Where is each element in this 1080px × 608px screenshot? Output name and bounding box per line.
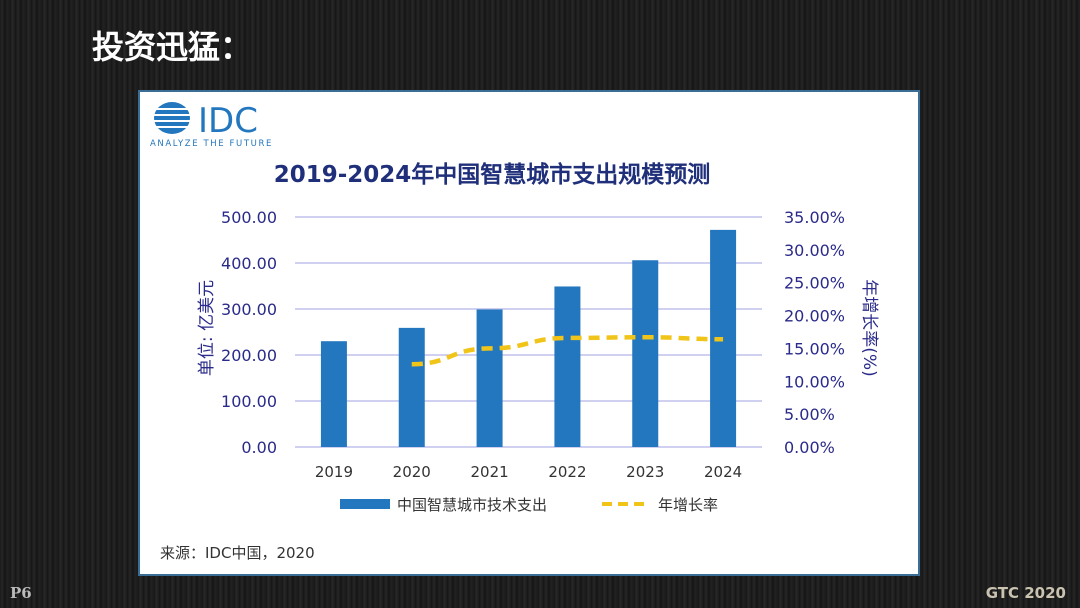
chart: 2019-2024年中国智慧城市支出规模预测 0.00 100.00 200.00 3… [160,161,879,562]
legend-bar-swatch [340,499,390,509]
y-axis-label: 单位: 亿美元 [197,280,217,376]
chart-title: 2019-2024年中国智慧城市支出规模预测 [274,161,711,188]
bar-2021 [476,309,503,447]
brand-logo: GTC 2020 [985,584,1066,602]
y2-axis-label: 年增长率(%) [859,279,879,376]
y-tick-label: 100.00 [221,392,277,411]
legend-line-label: 年增长率 [658,496,718,514]
x-tick-label: 2019 [315,463,353,481]
bar-2022 [554,286,581,447]
x-tick-label: 2021 [470,463,508,481]
y2-tick-label: 5.00% [784,405,835,424]
idc-logo: IDC ANALYZE THE FUTURE [150,101,273,148]
y2-tick-label: 30.00% [784,241,845,260]
y2-tick-label: 20.00% [784,307,845,326]
svg-text:ANALYZE THE FUTURE: ANALYZE THE FUTURE [150,139,273,148]
y-tick-label: 0.00 [241,438,277,457]
y-tick-label: 200.00 [221,346,277,365]
y2-tick-label: 25.00% [784,274,845,293]
y-tick-label: 500.00 [221,208,277,227]
y-tick-label: 300.00 [221,300,277,319]
y2-tick-label: 0.00% [784,438,835,457]
source-note: 来源：IDC中国，2020 [160,544,315,562]
x-tick-label: 2023 [626,463,664,481]
y-tick-label: 400.00 [221,254,277,273]
growth-rate-line [411,335,724,367]
slide-heading: 投资迅猛： [92,28,253,66]
globe-icon [152,102,192,134]
y2-tick-label: 35.00% [784,208,845,227]
page-number: P6 [10,584,32,602]
y2-tick-label: 15.00% [784,339,845,358]
x-tick-label: 2024 [704,463,742,481]
legend: 中国智慧城市技术支出 年增长率 [340,496,718,514]
x-tick-label: 2022 [548,463,586,481]
bar-2023 [632,260,659,447]
x-tick-label: 2020 [393,463,431,481]
legend-bar-label: 中国智慧城市技术支出 [397,496,547,514]
svg-text:IDC: IDC [198,101,258,141]
bar-2019 [320,341,347,447]
y2-tick-label: 10.00% [784,372,845,391]
bar-2020 [398,327,425,447]
chart-card: IDC ANALYZE THE FUTURE 2019-2024年中国智慧城市支… [138,90,920,576]
